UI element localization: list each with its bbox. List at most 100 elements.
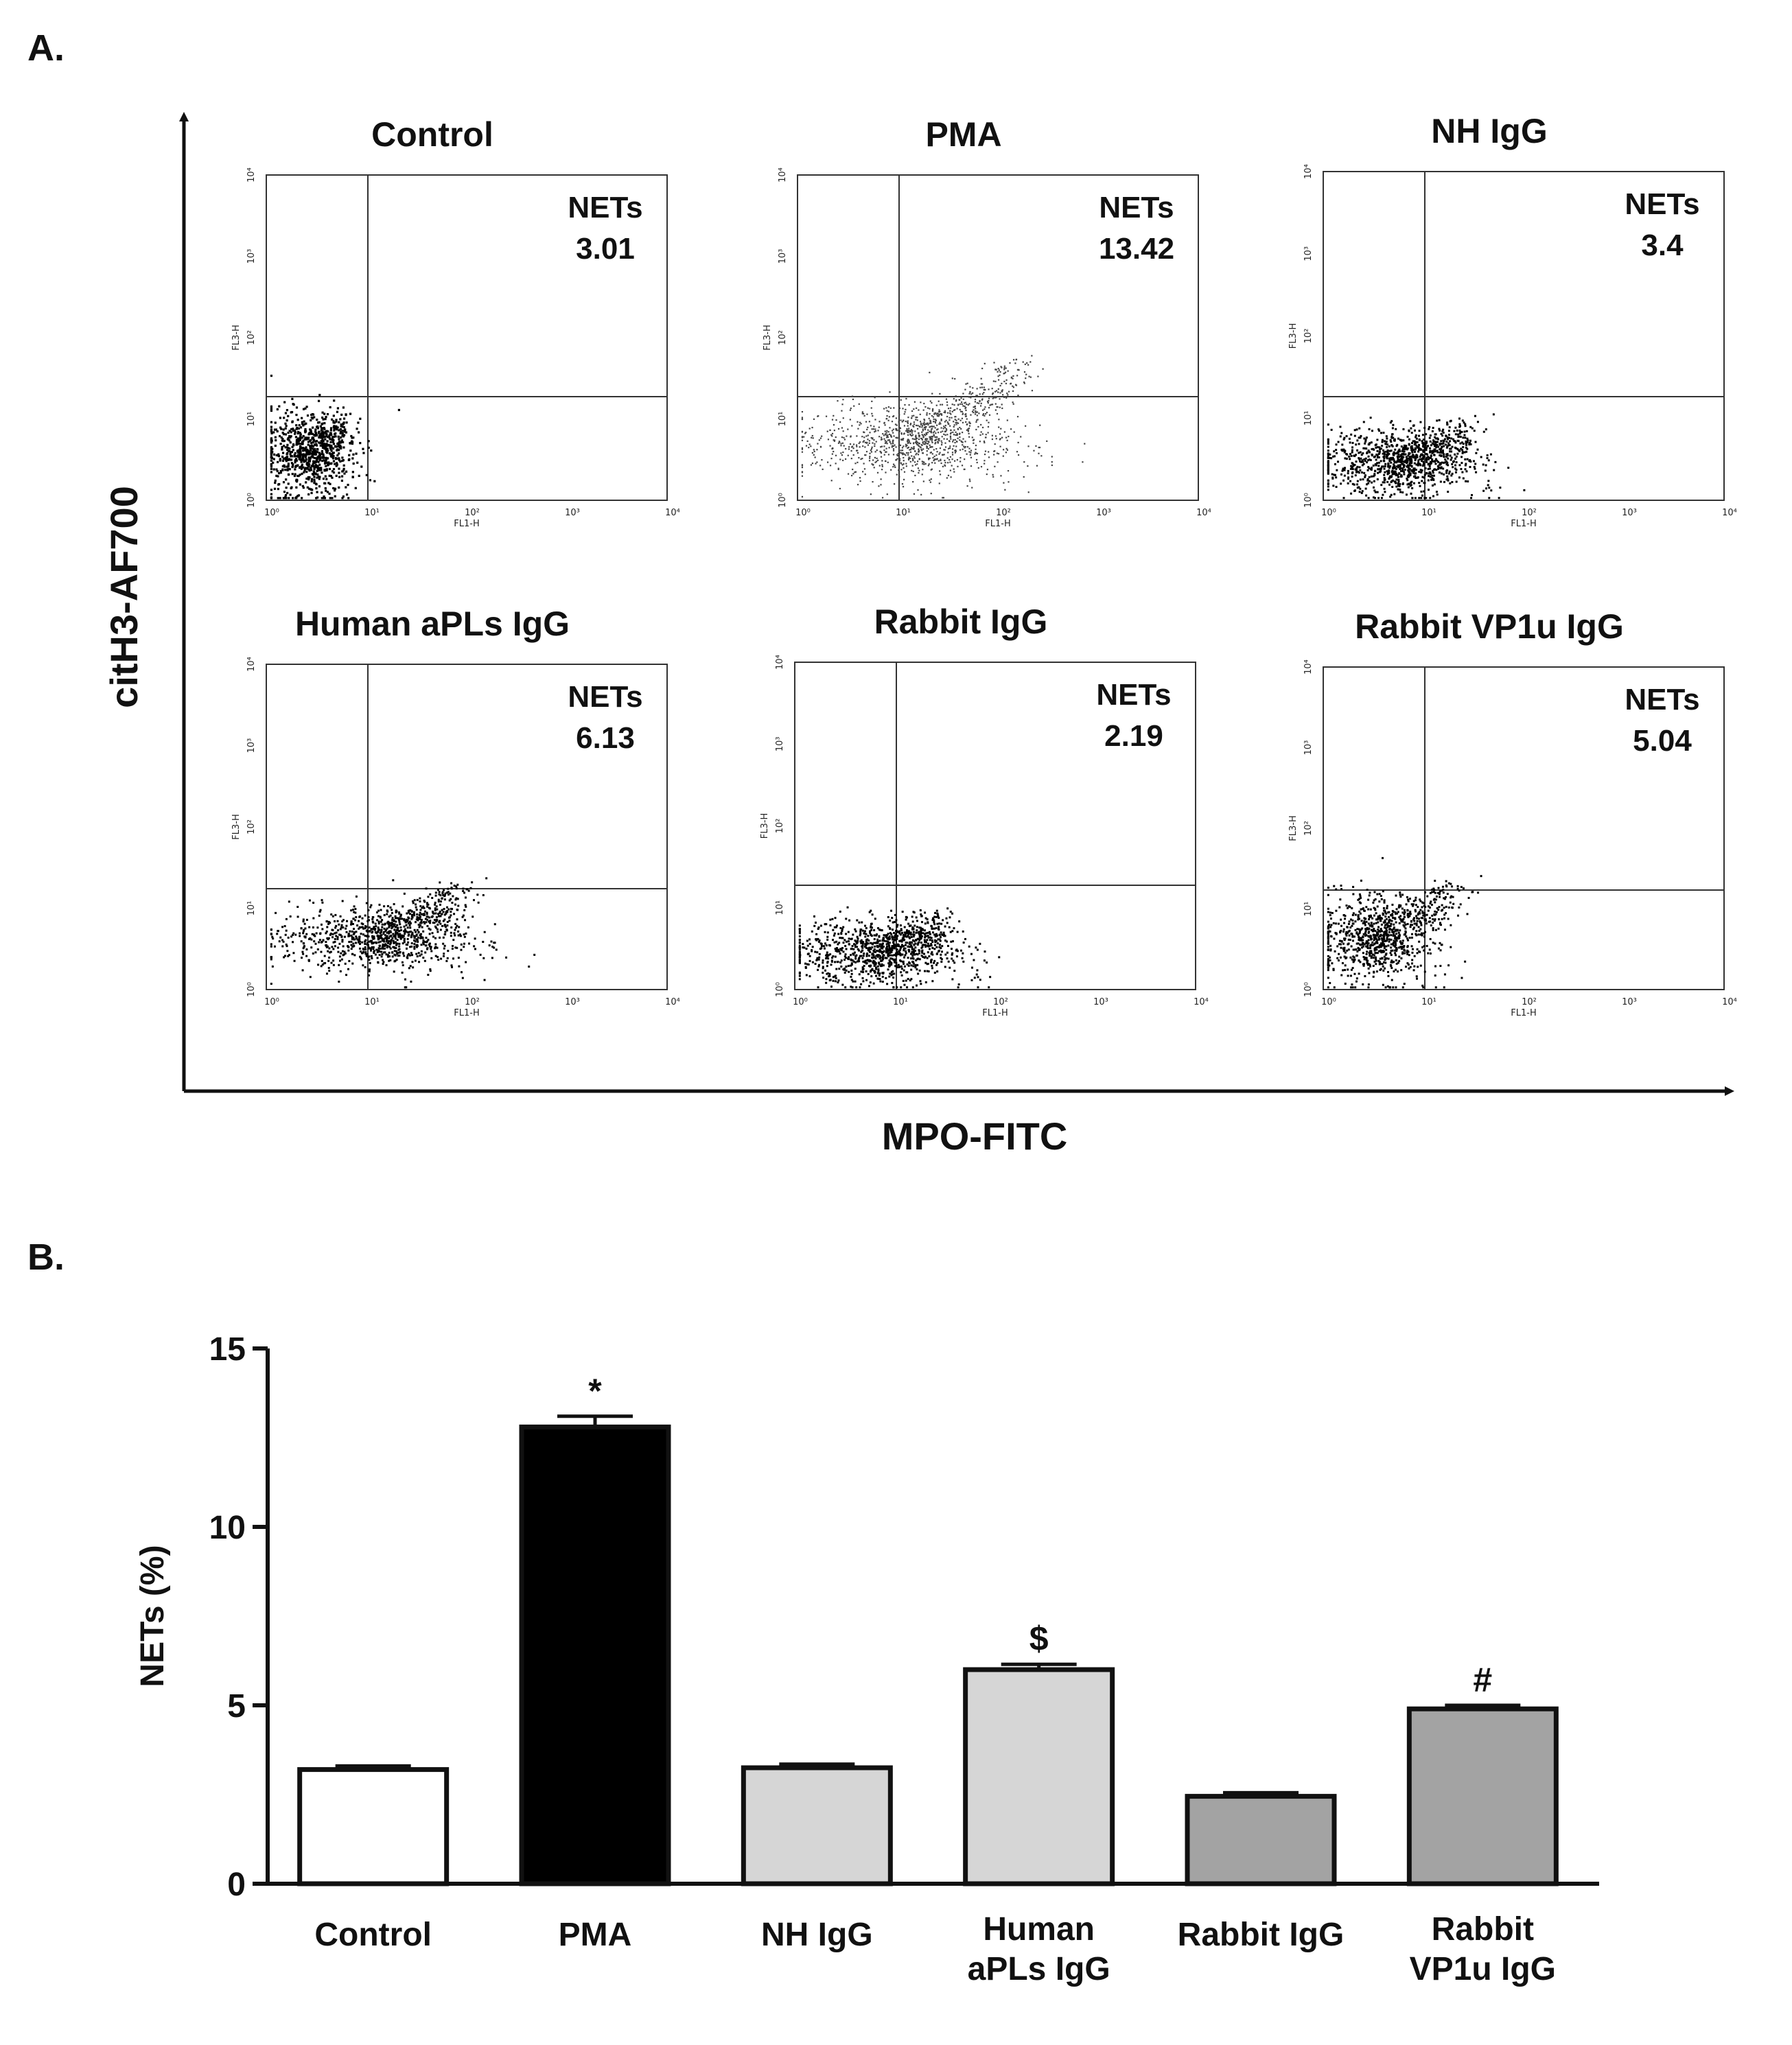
panel-a: A. citH3-AF700 MPO-FITC Control NETs 3.01 1… bbox=[27, 27, 1737, 1158]
x-tick-label: PMA bbox=[559, 1917, 632, 1953]
y-tick-label: 10⁴ bbox=[778, 167, 788, 183]
flow-plot: Rabbit VP1u IgG NETs 5.04 10⁰ 10⁰ 10¹ 10¹ 10² 10… bbox=[1288, 607, 1737, 1018]
quadrant-label: NETs bbox=[1625, 683, 1699, 716]
x-tick-label: 10³ bbox=[1093, 997, 1108, 1007]
x-tick-label: 10⁴ bbox=[1196, 508, 1211, 518]
flow-plot-title: Human aPLs IgG bbox=[295, 605, 570, 643]
x-channel-label: FL1-H bbox=[454, 519, 479, 529]
significance-marker: $ bbox=[1029, 1620, 1049, 1658]
panel-b: B. 0 5 10 15 NETs (%) Control * PMA NH IgG $ Human… bbox=[27, 1237, 1599, 1987]
y-tick-label: 5 bbox=[227, 1688, 246, 1725]
x-tick-label: 10⁰ bbox=[1321, 997, 1336, 1007]
y-tick-label: 10 bbox=[209, 1510, 246, 1546]
y-tick-label: 0 bbox=[227, 1867, 246, 1903]
flow-plots: Control NETs 3.01 10⁰ 10⁰ 10¹ 10¹ 10² 10² 10³ 10³ 1… bbox=[231, 112, 1737, 1018]
y-tick-label: 10¹ bbox=[775, 900, 785, 915]
y-tick-label: 10² bbox=[246, 330, 257, 345]
net-percentage-value: 5.04 bbox=[1633, 724, 1692, 758]
y-tick-label: 10⁰ bbox=[1303, 982, 1314, 997]
x-channel-label: FL1-H bbox=[985, 519, 1010, 529]
x-tick-label: 10⁰ bbox=[264, 508, 279, 518]
x-tick-label: 10² bbox=[996, 508, 1011, 518]
y-tick-label: 10² bbox=[778, 330, 788, 345]
y-tick-label: 10³ bbox=[1303, 740, 1314, 756]
y-tick-label: 10⁰ bbox=[246, 493, 257, 508]
x-channel-label: FL1-H bbox=[1511, 519, 1536, 529]
y-axis-label: NETs (%) bbox=[135, 1545, 171, 1687]
x-tick-label: 10¹ bbox=[364, 997, 380, 1007]
event-dots bbox=[798, 906, 1001, 989]
quadrant-label: NETs bbox=[1625, 187, 1699, 221]
x-tick-label: 10³ bbox=[565, 997, 580, 1007]
y-tick-label: 10⁰ bbox=[246, 982, 257, 997]
y-tick-label: 10⁴ bbox=[775, 655, 785, 670]
x-tick-label: NH IgG bbox=[761, 1917, 873, 1953]
quadrant-label: NETs bbox=[1099, 191, 1174, 224]
panel-a-y-axis-label: citH3-AF700 bbox=[102, 486, 146, 708]
panel-b-label: B. bbox=[27, 1237, 65, 1278]
flow-plot: Rabbit IgG NETs 2.19 10⁰ 10⁰ 10¹ 10¹ 10² 10² 10³ 1… bbox=[760, 603, 1209, 1018]
flow-plot-frame bbox=[1323, 171, 1725, 501]
y-tick-label: 10³ bbox=[246, 249, 257, 264]
x-tick-label: VP1u IgG bbox=[1410, 1951, 1556, 1987]
x-tick-label: 10³ bbox=[1622, 997, 1637, 1007]
event-dots bbox=[270, 877, 536, 989]
flow-plot-frame bbox=[797, 174, 1199, 501]
x-tick-label: 10¹ bbox=[896, 508, 911, 518]
net-percentage-value: 13.42 bbox=[1099, 232, 1174, 266]
net-percentage-value: 2.19 bbox=[1104, 719, 1163, 753]
x-tick-label: 10³ bbox=[1622, 508, 1637, 518]
x-tick-label: 10³ bbox=[565, 508, 580, 518]
y-tick-label: 10¹ bbox=[246, 412, 257, 427]
x-tick-label: 10³ bbox=[1096, 508, 1111, 518]
y-tick-label: 10³ bbox=[775, 736, 785, 751]
quadrant-label: NETs bbox=[1096, 678, 1171, 712]
flow-plot-frame bbox=[794, 662, 1196, 990]
quadrant-label: NETs bbox=[568, 680, 642, 714]
flow-plot: PMA NETs 13.42 10⁰ 10⁰ 10¹ 10¹ 10² 10² 10³ 10³ 10⁴ 1… bbox=[763, 115, 1211, 529]
panel-a-x-axis-label: MPO-FITC bbox=[882, 1114, 1068, 1158]
y-tick-label: 10⁰ bbox=[778, 493, 788, 508]
flow-plot-frame bbox=[266, 174, 668, 501]
y-tick-label: 10¹ bbox=[1303, 410, 1314, 425]
x-channel-label: FL1-H bbox=[982, 1008, 1008, 1018]
y-tick-label: 10¹ bbox=[1303, 902, 1314, 917]
flow-plot-frame bbox=[266, 664, 668, 990]
x-tick-label: 10² bbox=[1522, 508, 1537, 518]
flow-plot-title: Rabbit IgG bbox=[874, 603, 1048, 641]
y-tick-label: 10² bbox=[1303, 329, 1314, 344]
x-tick-label: 10¹ bbox=[1421, 508, 1436, 518]
x-tick-label: 10⁴ bbox=[665, 508, 680, 518]
x-channel-label: FL1-H bbox=[454, 1008, 479, 1018]
x-tick-label: Rabbit bbox=[1432, 1911, 1534, 1948]
y-tick-label: 10³ bbox=[778, 249, 788, 264]
panel-a-label: A. bbox=[27, 27, 65, 69]
net-percentage-value: 3.01 bbox=[576, 232, 635, 266]
y-tick-label: 10⁰ bbox=[775, 982, 785, 997]
flow-plot-frame bbox=[1323, 666, 1725, 990]
bar bbox=[1185, 1794, 1337, 1886]
y-channel-label: FL3-H bbox=[763, 325, 773, 350]
y-tick-label: 10² bbox=[775, 819, 785, 834]
y-tick-label: 10⁴ bbox=[1303, 659, 1314, 675]
x-tick-label: 10⁰ bbox=[795, 508, 811, 518]
flow-plot-title: Control bbox=[371, 115, 493, 154]
x-tick-label: 10² bbox=[1522, 997, 1537, 1007]
flow-plot: Human aPLs IgG NETs 6.13 10⁰ 10⁰ 10¹ 10¹ 10² 10²… bbox=[231, 605, 680, 1018]
bar bbox=[741, 1765, 893, 1886]
bar bbox=[519, 1424, 671, 1886]
significance-marker: # bbox=[1473, 1661, 1492, 1699]
x-tick-label: Rabbit IgG bbox=[1178, 1917, 1345, 1953]
x-tick-label: Control bbox=[314, 1917, 432, 1953]
y-channel-label: FL3-H bbox=[231, 325, 242, 350]
significance-marker: * bbox=[588, 1372, 602, 1410]
event-dots bbox=[1327, 856, 1482, 989]
y-tick-label: 10² bbox=[246, 819, 257, 834]
x-tick-label: 10² bbox=[993, 997, 1008, 1007]
y-tick-label: 10⁴ bbox=[246, 167, 257, 183]
y-channel-label: FL3-H bbox=[760, 813, 770, 839]
y-tick-label: 10⁰ bbox=[1303, 493, 1314, 508]
x-tick-label: 10⁴ bbox=[1194, 997, 1209, 1007]
y-channel-label: FL3-H bbox=[1288, 815, 1299, 841]
